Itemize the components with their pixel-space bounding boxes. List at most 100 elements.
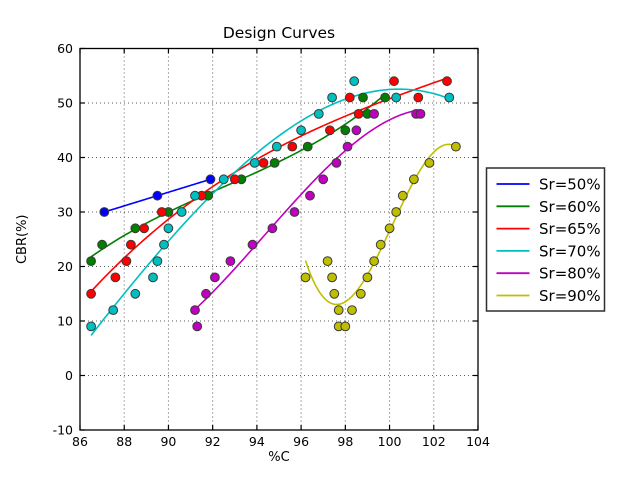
data-point [397, 190, 408, 201]
y-tick-label: 60 [57, 41, 73, 56]
data-point [148, 272, 158, 283]
fit-curve-sr-80- [194, 108, 421, 311]
data-point [97, 239, 107, 250]
data-point [110, 272, 121, 283]
data-point [289, 207, 300, 217]
y-tick-label: 40 [57, 150, 73, 165]
series-sr-90- [300, 141, 461, 332]
series-sr-50- [99, 174, 216, 217]
data-point [329, 288, 340, 299]
data-point [108, 305, 119, 316]
data-point [302, 141, 313, 152]
axes-frame [79, 47, 479, 431]
data-point [190, 190, 200, 201]
data-point [205, 174, 216, 185]
data-point [340, 125, 351, 136]
legend-label: Sr=65% [539, 220, 601, 238]
x-tick-label: 86 [72, 434, 88, 449]
data-point [201, 288, 211, 299]
data-point [353, 109, 364, 119]
data-point [121, 256, 132, 267]
x-tick-label: 100 [378, 434, 402, 449]
y-tick-label: 10 [57, 314, 73, 329]
x-tick-label: 92 [205, 434, 221, 449]
data-point [342, 141, 353, 152]
data-point [413, 92, 424, 103]
data-point [156, 207, 167, 217]
legend-label: Sr=90% [539, 287, 601, 305]
data-point [340, 321, 351, 332]
data-point [130, 223, 141, 234]
data-point [218, 174, 229, 185]
data-point [190, 305, 200, 316]
data-point [347, 305, 357, 316]
data-point [192, 321, 203, 332]
data-point [325, 125, 335, 136]
data-point [269, 158, 280, 168]
x-tick-label: 90 [160, 434, 176, 449]
data-point [225, 256, 236, 267]
y-axis-label: CBR(%) [15, 214, 30, 264]
data-point [229, 174, 240, 185]
data-point [451, 141, 461, 152]
data-point [415, 109, 426, 119]
y-tick-label: -10 [53, 423, 73, 438]
data-point [391, 207, 402, 217]
data-point [176, 207, 187, 217]
data-point [287, 141, 298, 152]
scatter-points [86, 76, 461, 332]
data-point [331, 158, 342, 168]
data-point [349, 76, 360, 87]
data-point [86, 256, 96, 267]
data-point [86, 288, 96, 299]
data-point [163, 223, 174, 234]
x-tick-label: 96 [293, 434, 309, 449]
legend: Sr=50% Sr=60% Sr=65% Sr=70% Sr=80% Sr=90% [485, 167, 606, 312]
data-point [267, 223, 278, 234]
data-point [258, 158, 269, 168]
data-point [318, 174, 329, 185]
data-point [327, 272, 338, 283]
data-point [391, 92, 402, 103]
data-point [409, 174, 419, 185]
data-point [210, 272, 220, 283]
tick-labels: 86 88 90 92 94 96 98 100 102 104 -10 0 10 20 30 40 50 60 [53, 41, 490, 449]
data-point [249, 158, 260, 168]
data-point [152, 256, 163, 267]
data-point [344, 92, 355, 103]
y-tick-label: 0 [65, 368, 73, 383]
legend-label: Sr=80% [539, 265, 601, 283]
data-point [130, 288, 141, 299]
legend-box [485, 167, 606, 312]
x-tick-label: 102 [422, 434, 446, 449]
data-point [152, 190, 163, 201]
data-point [296, 125, 307, 136]
series-sr-70- [86, 76, 455, 332]
data-point [99, 207, 110, 217]
data-point [358, 92, 368, 103]
y-tick-label: 20 [57, 259, 73, 274]
x-tick-label: 104 [466, 434, 490, 449]
series-sr-80- [190, 109, 426, 332]
y-tick-label: 50 [57, 96, 73, 111]
data-point [375, 239, 386, 250]
series-sr-65- [86, 76, 452, 299]
legend-label: Sr=50% [539, 176, 601, 194]
data-point [86, 321, 96, 332]
data-point [442, 76, 452, 87]
data-point [271, 141, 282, 152]
data-point [355, 288, 366, 299]
data-point [384, 223, 395, 234]
y-tick-label: 30 [57, 205, 73, 220]
data-point [159, 239, 169, 250]
data-point [444, 92, 455, 103]
fit-curve-sr-70- [90, 88, 450, 336]
legend-label: Sr=60% [539, 198, 601, 216]
data-point [362, 272, 373, 283]
x-tick-label: 94 [249, 434, 265, 449]
data-point [389, 76, 399, 87]
data-point [424, 158, 435, 168]
data-point [300, 272, 311, 283]
